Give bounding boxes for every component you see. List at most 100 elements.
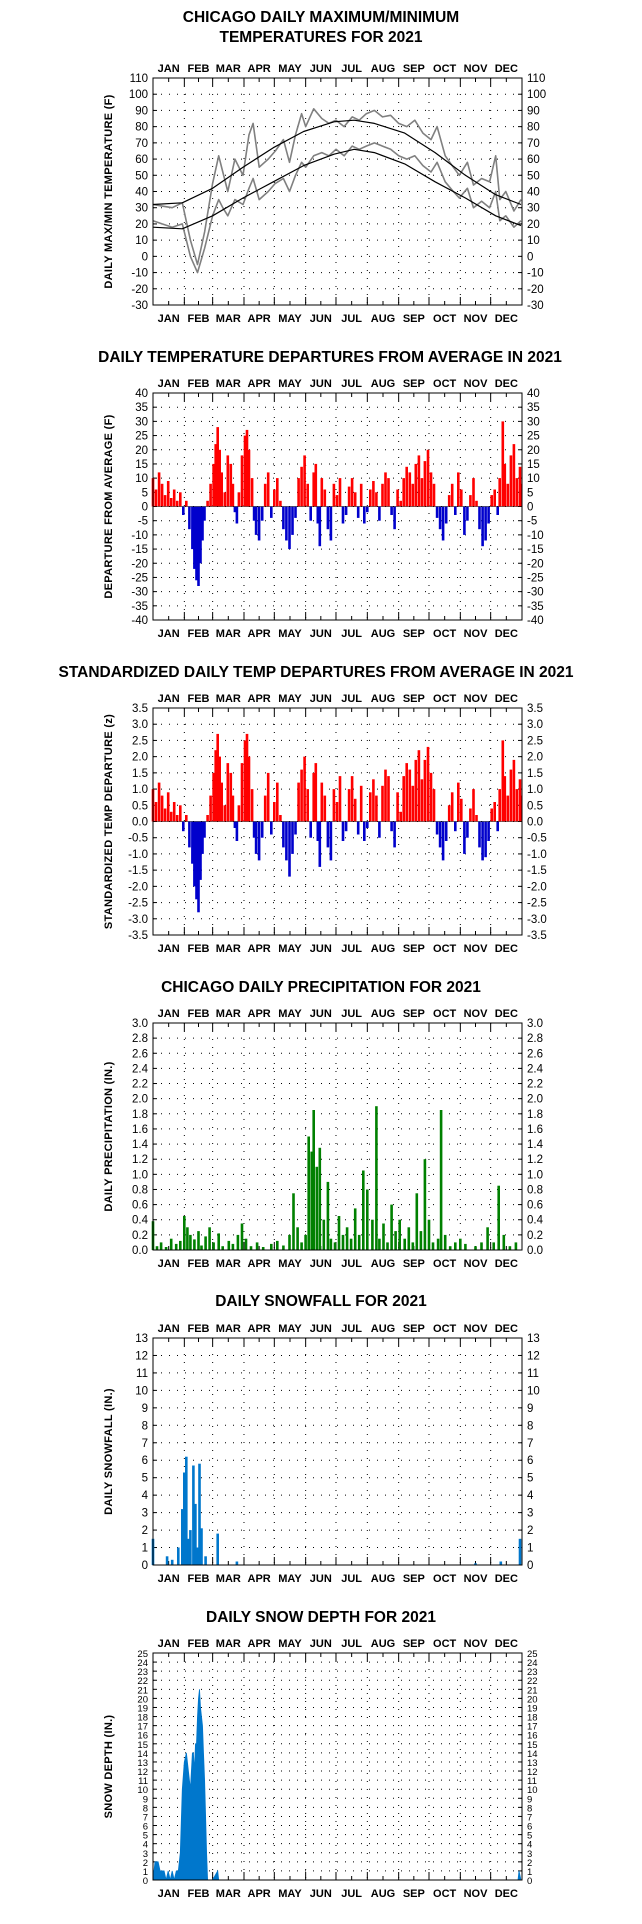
data-bar: [191, 821, 194, 864]
data-bar: [229, 463, 233, 507]
data-bar: [260, 821, 264, 838]
y-tick-label-left: 3.5: [132, 703, 148, 715]
data-bar: [282, 1245, 285, 1250]
plot-frame: [152, 1022, 523, 1251]
month-label-top: FEB: [187, 1008, 209, 1020]
month-label-top: JUN: [310, 378, 332, 390]
data-bar: [195, 506, 198, 581]
data-bar: [375, 492, 378, 507]
data-bar: [270, 1243, 273, 1250]
data-bar: [369, 489, 372, 507]
data-bar: [263, 483, 267, 507]
data-bar: [508, 1246, 512, 1250]
y-tick-label-left: 2.6: [132, 1048, 148, 1060]
y-tick-label-right: 100: [527, 89, 546, 101]
month-label-bottom: DEC: [495, 943, 518, 955]
y-tick-label-right: 13: [527, 1758, 538, 1769]
data-bar: [233, 821, 237, 828]
data-bar: [323, 489, 327, 507]
data-bar: [182, 506, 185, 515]
data-bar: [480, 1242, 483, 1250]
data-bar: [519, 483, 523, 507]
data-bar: [503, 776, 507, 822]
data-bar: [454, 821, 457, 832]
data-bar: [169, 498, 173, 507]
data-bar: [160, 483, 164, 507]
data-bar: [466, 506, 469, 521]
data-bar: [372, 481, 375, 507]
month-label-top: FEB: [187, 63, 209, 75]
data-bar: [384, 472, 387, 507]
data-bar: [197, 1231, 200, 1250]
y-tick-label-left: 6: [143, 1822, 148, 1833]
data-bar: [212, 772, 215, 822]
data-bar: [454, 1242, 457, 1250]
data-bar: [218, 756, 221, 822]
data-bar: [318, 506, 322, 547]
data-bar: [323, 795, 327, 822]
data-bar: [518, 1538, 522, 1565]
data-bar: [304, 1234, 307, 1250]
data-bar: [419, 1231, 423, 1250]
data-bar: [457, 472, 460, 507]
data-bar: [322, 1219, 326, 1250]
data-bar: [186, 1227, 189, 1250]
y-tick-label-left: 80: [135, 122, 148, 134]
y-tick-label-left: 24: [137, 1658, 148, 1669]
y-tick-label-right: 1.0: [527, 1169, 543, 1181]
y-tick-label-left: 19: [137, 1703, 148, 1714]
month-label-top: APR: [248, 693, 271, 705]
y-tick-label-left: 25: [137, 1649, 148, 1660]
month-label-top: SEP: [403, 693, 425, 705]
y-tick-label-right: 20: [527, 445, 540, 457]
data-bar: [493, 802, 496, 822]
y-tick-label-right: 17: [527, 1722, 538, 1733]
y-tick-label-right: 20: [527, 219, 540, 231]
y-tick-label-right: 8: [527, 1803, 532, 1814]
data-bar: [459, 1238, 462, 1250]
data-bar: [382, 1223, 385, 1250]
month-label-top: SEP: [403, 63, 425, 75]
data-bar: [175, 500, 179, 507]
data-bar: [378, 1238, 381, 1250]
y-tick-label-left: 16: [137, 1731, 148, 1742]
y-tick-label-right: 1.6: [527, 1124, 543, 1136]
month-label-top: AUG: [371, 63, 395, 75]
month-label-top: APR: [248, 378, 271, 390]
y-tick-label-left: 0.4: [132, 1215, 149, 1227]
y-tick-label-left: 21: [137, 1685, 148, 1696]
data-bar: [189, 1530, 192, 1565]
y-axis-label: DAILY PRECIPITATION (IN.): [103, 1061, 115, 1211]
data-bar: [326, 821, 330, 848]
data-bar: [350, 776, 354, 822]
data-bar: [414, 463, 418, 507]
data-bar: [231, 483, 235, 507]
data-bar: [366, 821, 369, 828]
data-bar: [486, 1227, 489, 1250]
y-tick-label-left: 0: [143, 1876, 148, 1887]
y-tick-label-left: 1: [143, 1867, 148, 1878]
data-bar: [220, 472, 223, 507]
y-tick-label-left: 2: [143, 1858, 148, 1869]
y-tick-label-left: 6: [142, 1455, 148, 1467]
data-bar: [223, 805, 227, 822]
chart-title: DAILY SNOWFALL FOR 2021: [215, 1293, 427, 1310]
data-bar: [478, 821, 481, 848]
month-label-top: APR: [248, 1008, 271, 1020]
data-bar: [276, 478, 279, 507]
y-tick-label-left: -30: [131, 587, 148, 599]
data-bar: [204, 1556, 207, 1565]
data-bar: [270, 506, 273, 518]
month-label-bottom: JUL: [341, 1888, 362, 1900]
y-tick-label-right: 25: [527, 431, 540, 443]
y-tick-label-right: 1: [527, 1867, 532, 1878]
chart-panel-2: DAILY TEMPERATURE DEPARTURES FROM AVERAG…: [98, 349, 562, 640]
data-bar: [366, 506, 369, 513]
data-bar: [197, 506, 200, 586]
data-bar: [436, 1238, 440, 1250]
month-label-bottom: OCT: [433, 1888, 457, 1900]
y-axis-label: STANDARDIZED TEMP DEPARTURE (z): [103, 714, 115, 929]
data-bar: [316, 821, 320, 841]
y-tick-label-left: 60: [135, 154, 148, 166]
month-label-bottom: APR: [248, 313, 271, 325]
